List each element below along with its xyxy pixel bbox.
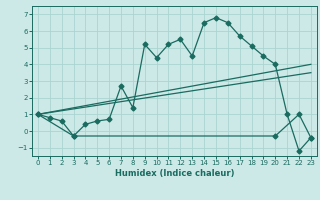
X-axis label: Humidex (Indice chaleur): Humidex (Indice chaleur) xyxy=(115,169,234,178)
